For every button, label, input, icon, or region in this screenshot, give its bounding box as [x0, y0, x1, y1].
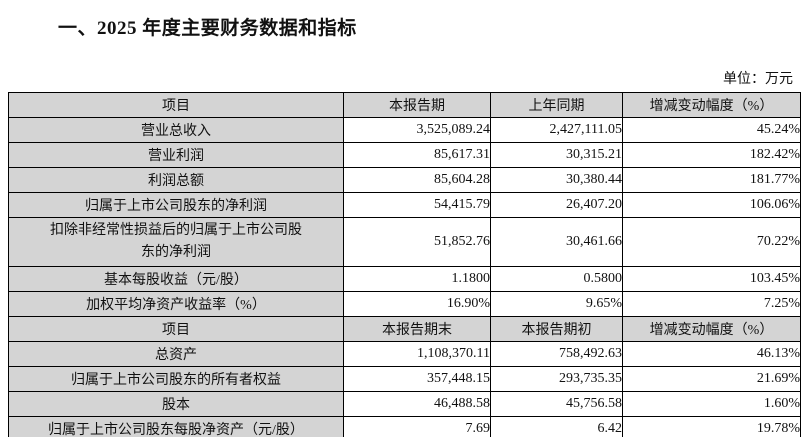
current-value-cell: 51,852.76 — [343, 217, 491, 267]
column-header-item: 项目 — [8, 92, 344, 118]
change-value-cell: 1.60% — [622, 391, 801, 417]
item-cell: 归属于上市公司股东的净利润 — [8, 192, 344, 218]
table-row: 利润总额 85,604.28 30,380.44 181.77% — [8, 167, 801, 193]
prior-value-cell: 293,735.35 — [490, 366, 623, 392]
current-value-cell: 1.1800 — [343, 266, 491, 292]
current-value-cell: 1,108,370.11 — [343, 341, 491, 367]
table-row: 营业利润 85,617.31 30,315.21 182.42% — [8, 142, 801, 168]
item-cell: 归属于上市公司股东的所有者权益 — [8, 366, 344, 392]
column-header-prior-period: 上年同期 — [490, 92, 623, 118]
table-row: 归属于上市公司股东每股净资产（元/股） 7.69 6.42 19.78% — [8, 416, 801, 437]
change-value-cell: 103.45% — [622, 266, 801, 292]
table-row: 加权平均净资产收益率（%） 16.90% 9.65% 7.25% — [8, 291, 801, 317]
prior-value-cell: 758,492.63 — [490, 341, 623, 367]
current-value-cell: 85,604.28 — [343, 167, 491, 193]
change-value-cell: 70.22% — [622, 217, 801, 267]
column-header-change: 增减变动幅度（%） — [622, 92, 801, 118]
table-row: 总资产 1,108,370.11 758,492.63 46.13% — [8, 341, 801, 367]
item-cell: 总资产 — [8, 341, 344, 367]
column-header-period-begin: 本报告期初 — [490, 316, 623, 342]
change-value-cell: 181.77% — [622, 167, 801, 193]
current-value-cell: 357,448.15 — [343, 366, 491, 392]
prior-value-cell: 9.65% — [490, 291, 623, 317]
item-cell: 加权平均净资产收益率（%） — [8, 291, 344, 317]
item-cell: 利润总额 — [8, 167, 344, 193]
prior-value-cell: 6.42 — [490, 416, 623, 437]
column-header-period-end: 本报告期末 — [343, 316, 491, 342]
table-row: 扣除非经常性损益后的归属于上市公司股东的净利润 51,852.76 30,461… — [8, 217, 801, 267]
table-row: 归属于上市公司股东的所有者权益 357,448.15 293,735.35 21… — [8, 366, 801, 392]
change-value-cell: 21.69% — [622, 366, 801, 392]
table-row: 股本 46,488.58 45,756.58 1.60% — [8, 391, 801, 417]
unit-label: 单位：万元 — [723, 72, 793, 87]
table-header-row: 项目 本报告期 上年同期 增减变动幅度（%） — [8, 92, 801, 118]
item-cell: 扣除非经常性损益后的归属于上市公司股东的净利润 — [8, 217, 344, 267]
prior-value-cell: 30,315.21 — [490, 142, 623, 168]
prior-value-cell: 30,461.66 — [490, 217, 623, 267]
change-value-cell: 182.42% — [622, 142, 801, 168]
item-cell: 股本 — [8, 391, 344, 417]
item-cell: 基本每股收益（元/股） — [8, 266, 344, 292]
change-value-cell: 19.78% — [622, 416, 801, 437]
prior-value-cell: 45,756.58 — [490, 391, 623, 417]
section-title: 一、2025 年度主要财务数据和指标 — [58, 18, 357, 39]
prior-value-cell: 2,427,111.05 — [490, 117, 623, 143]
current-value-cell: 3,525,089.24 — [343, 117, 491, 143]
table-row: 营业总收入 3,525,089.24 2,427,111.05 45.24% — [8, 117, 801, 143]
current-value-cell: 85,617.31 — [343, 142, 491, 168]
prior-value-cell: 26,407.20 — [490, 192, 623, 218]
table-header-row: 项目 本报告期末 本报告期初 增减变动幅度（%） — [8, 316, 801, 342]
current-value-cell: 46,488.58 — [343, 391, 491, 417]
table-row: 归属于上市公司股东的净利润 54,415.79 26,407.20 106.06… — [8, 192, 801, 218]
current-value-cell: 16.90% — [343, 291, 491, 317]
current-value-cell: 54,415.79 — [343, 192, 491, 218]
change-value-cell: 7.25% — [622, 291, 801, 317]
column-header-change: 增减变动幅度（%） — [622, 316, 801, 342]
prior-value-cell: 0.5800 — [490, 266, 623, 292]
item-cell: 归属于上市公司股东每股净资产（元/股） — [8, 416, 344, 437]
change-value-cell: 106.06% — [622, 192, 801, 218]
prior-value-cell: 30,380.44 — [490, 167, 623, 193]
change-value-cell: 45.24% — [622, 117, 801, 143]
column-header-item: 项目 — [8, 316, 344, 342]
financial-indicators-table: 项目 本报告期 上年同期 增减变动幅度（%） 营业总收入 3,525,089.2… — [8, 92, 801, 437]
current-value-cell: 7.69 — [343, 416, 491, 437]
column-header-current-period: 本报告期 — [343, 92, 491, 118]
change-value-cell: 46.13% — [622, 341, 801, 367]
item-cell: 营业总收入 — [8, 117, 344, 143]
item-cell: 营业利润 — [8, 142, 344, 168]
table-row: 基本每股收益（元/股） 1.1800 0.5800 103.45% — [8, 266, 801, 292]
